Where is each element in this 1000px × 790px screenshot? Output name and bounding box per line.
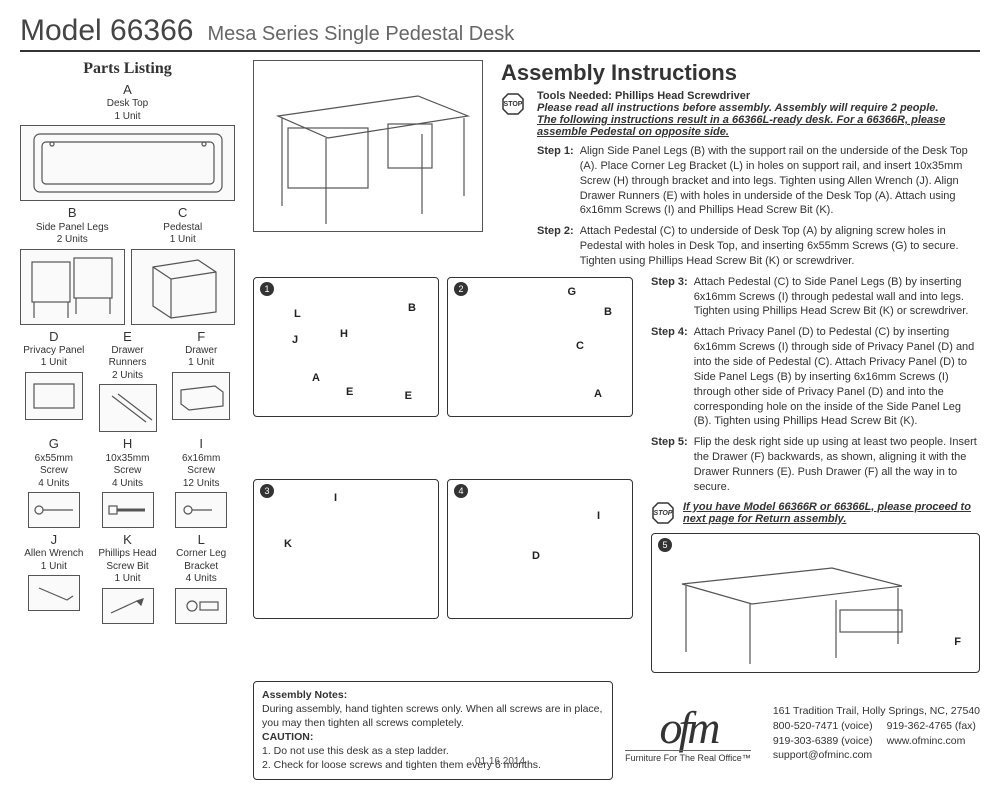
diagram-3: 3 I K [253, 479, 439, 619]
part-i: I 6x16mm Screw 12 Units [167, 436, 235, 528]
part-d: D Privacy Panel 1 Unit [20, 329, 88, 433]
assembly-diagrams: 1 L J B H A E E 2 G B C A [253, 277, 633, 673]
model-number: Model 66366 [20, 14, 193, 48]
header: Model 66366 Mesa Series Single Pedestal … [20, 14, 980, 52]
contact-info: 161 Tradition Trail, Holly Springs, NC, … [773, 704, 980, 763]
part-k: K Phillips Head Screw Bit 1 Unit [94, 532, 162, 624]
diagram-5: 5 F [651, 533, 980, 673]
stop-icon: STOP [651, 501, 675, 525]
part-h-illustration [102, 492, 154, 528]
step-1: Step 1: Align Side Panel Legs (B) with t… [537, 144, 980, 218]
assembly-notes: Assembly Notes: During assembly, hand ti… [253, 681, 613, 780]
part-b-illustration [20, 249, 125, 325]
part-k-illustration [102, 588, 154, 624]
intro-line-2: The following instructions result in a 6… [537, 114, 980, 138]
step-3: Step 3: Attach Pedestal (C) to Side Pane… [651, 275, 980, 320]
step-4: Step 4: Attach Privacy Panel (D) to Pede… [651, 325, 980, 429]
part-c: C Pedestal 1 Unit [131, 205, 236, 324]
part-g: G 6x55mm Screw 4 Units [20, 436, 88, 528]
part-b: B Side Panel Legs 2 Units [20, 205, 125, 324]
stop-icon: STOP [501, 92, 525, 116]
intro-line-1: Please read all instructions before asse… [537, 102, 980, 114]
tools-needed: Tools Needed: Phillips Head Screwdriver [537, 90, 980, 102]
part-g-illustration [28, 492, 80, 528]
part-j: J Allen Wrench 1 Unit [20, 532, 88, 624]
part-e-illustration [99, 384, 157, 432]
part-h: H 10x35mm Screw 4 Units [94, 436, 162, 528]
part-d-illustration [25, 372, 83, 420]
part-a: A Desk Top 1 Unit [20, 82, 235, 201]
svg-text:STOP: STOP [654, 510, 673, 517]
diagram-2: 2 G B C A [447, 277, 633, 417]
part-l: L Corner Leg Bracket 4 Units [167, 532, 235, 624]
svg-text:STOP: STOP [504, 101, 523, 108]
hero-illustration [253, 60, 483, 232]
parts-listing: Parts Listing A Desk Top 1 Unit [20, 60, 235, 780]
part-e: E Drawer Runners 2 Units [94, 329, 162, 433]
part-c-illustration [131, 249, 236, 325]
footer: ofm Furniture For The Real Office™ 161 T… [625, 704, 980, 763]
step-2: Step 2: Attach Pedestal (C) to underside… [537, 224, 980, 269]
parts-title: Parts Listing [20, 60, 235, 78]
revision-date: 01.16.2014 [475, 756, 525, 767]
step-5: Step 5: Flip the desk right side up usin… [651, 435, 980, 494]
assembly-title: Assembly Instructions [501, 60, 980, 86]
part-f: F Drawer 1 Unit [167, 329, 235, 433]
assembly-instructions: Assembly Instructions STOP Tools Needed:… [501, 60, 980, 269]
stop-note: STOP If you have Model 66366R or 66366L,… [651, 501, 980, 525]
part-j-illustration [28, 575, 80, 611]
part-i-illustration [175, 492, 227, 528]
part-a-illustration [20, 125, 235, 201]
part-l-illustration [175, 588, 227, 624]
part-f-illustration [172, 372, 230, 420]
ofm-logo: ofm Furniture For The Real Office™ [625, 707, 751, 763]
diagram-4: 4 I D [447, 479, 633, 619]
product-subtitle: Mesa Series Single Pedestal Desk [207, 23, 514, 46]
diagram-1: 1 L J B H A E E [253, 277, 439, 417]
